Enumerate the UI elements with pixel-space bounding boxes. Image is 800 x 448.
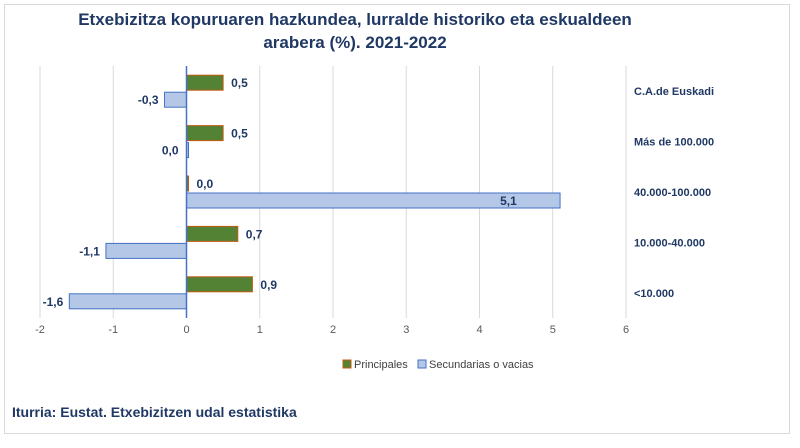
data-label-secundarias: 0,0	[162, 144, 179, 158]
chart-title-line1: Etxebizitza kopuruaren hazkundea, lurral…	[78, 10, 632, 29]
bar-principales	[186, 125, 224, 142]
x-tick-label: 3	[403, 324, 409, 336]
data-label-principales: 0,7	[246, 227, 263, 241]
x-tick-label: -1	[108, 324, 118, 336]
legend-swatch-principales	[342, 359, 352, 369]
x-tick-label: 4	[476, 324, 482, 336]
x-tick-label: 2	[330, 324, 336, 336]
chart-frame	[4, 4, 790, 434]
category-label: Más de 100.000	[634, 137, 714, 149]
bar-principales	[186, 276, 253, 293]
bar-principales	[186, 225, 239, 242]
x-tick-label: 1	[257, 324, 263, 336]
category-label: 10.000-40.000	[634, 237, 705, 249]
category-label: C.A.de Euskadi	[634, 86, 714, 98]
data-label-secundarias: -0,3	[138, 93, 159, 107]
data-label-principales: 0,5	[231, 127, 248, 141]
data-label-principales: 0,0	[197, 177, 214, 191]
source-note: Iturria: Eustat. Etxebizitzen udal estat…	[12, 404, 297, 420]
x-tick-label: 5	[550, 324, 556, 336]
legend-label-secundarias: Secundarias o vacias	[429, 359, 534, 371]
category-label: 40.000-100.000	[634, 187, 711, 199]
data-label-principales: 0,9	[260, 278, 277, 292]
bar-secundarias	[105, 242, 187, 259]
legend-swatch-secundarias	[417, 359, 427, 369]
bar-principales	[186, 74, 224, 91]
data-label-principales: 0,5	[231, 76, 248, 90]
x-tick-label: -2	[35, 324, 45, 336]
data-label-secundarias: 5,1	[500, 194, 517, 208]
bar-secundarias	[68, 293, 187, 310]
category-label: <10.000	[634, 288, 674, 300]
bar-secundarias	[164, 91, 187, 108]
x-tick-label: 6	[623, 324, 629, 336]
legend-label-principales: Principales	[354, 359, 408, 371]
data-label-secundarias: -1,6	[43, 295, 64, 309]
chart-title-line2: arabera (%). 2021-2022	[263, 33, 447, 52]
chart-title: Etxebizitza kopuruaren hazkundea, lurral…	[60, 8, 650, 54]
x-tick-label: 0	[183, 324, 189, 336]
data-label-secundarias: -1,1	[79, 244, 100, 258]
